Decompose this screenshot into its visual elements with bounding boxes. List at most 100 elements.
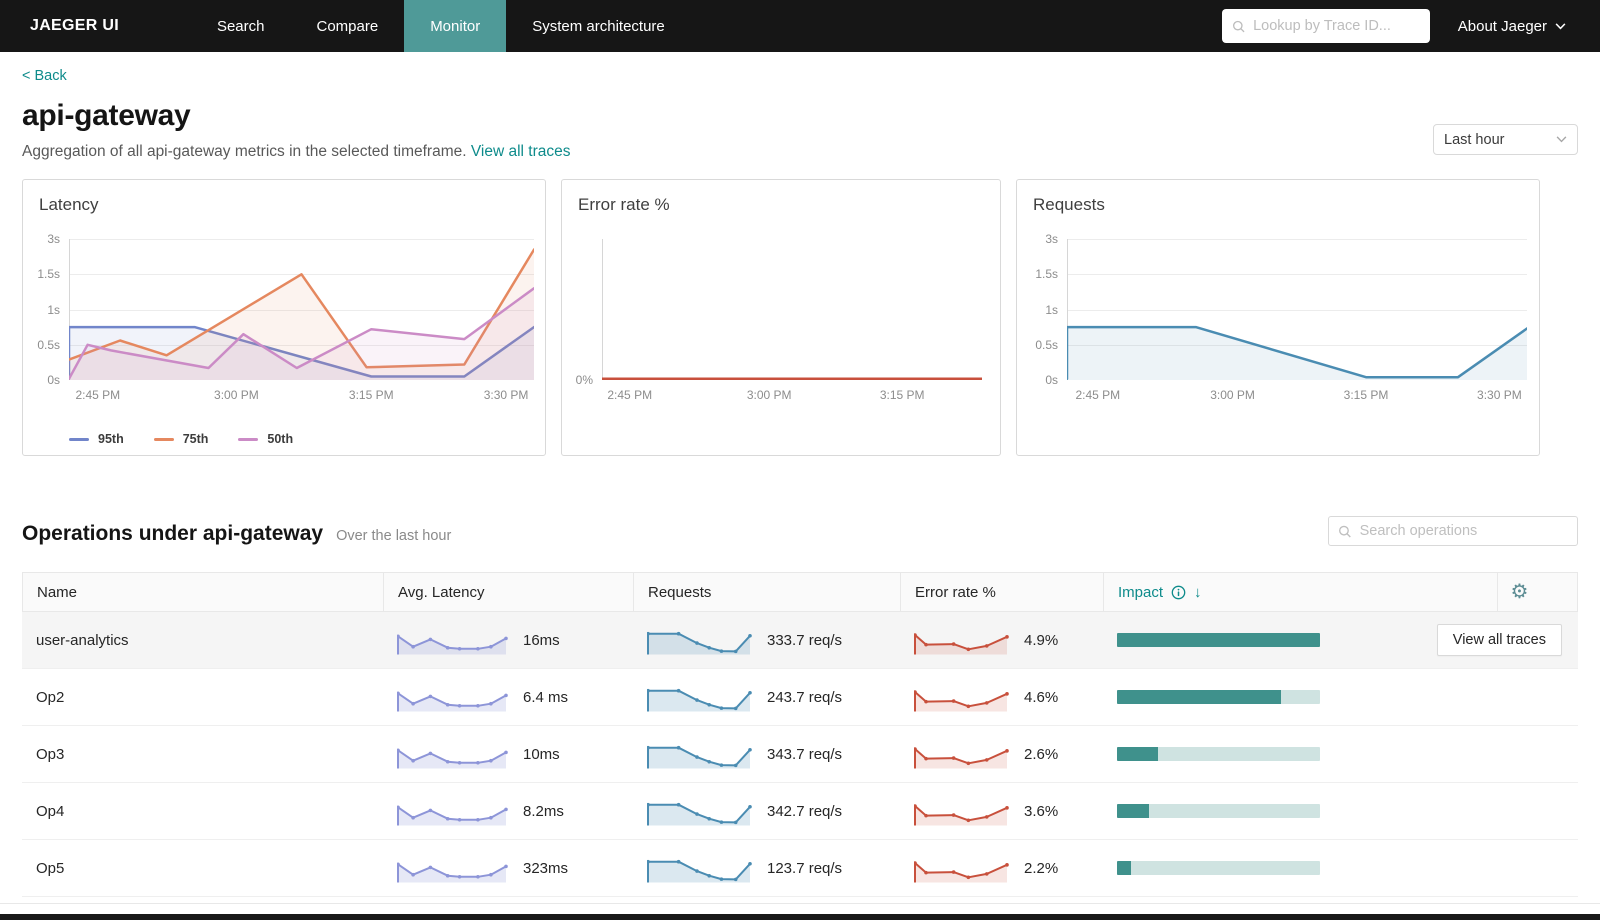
latency-chart-panel: Latency 95th 75th 50th 0s 0.5s 1s 1.5s 3s 2:4…: [22, 179, 546, 456]
x-axis-tick-label: 3:30 PM: [483, 388, 529, 402]
impact-bar-fill: [1117, 690, 1282, 704]
avg-latency-value: 10ms: [523, 745, 560, 763]
nav-item-monitor[interactable]: Monitor: [404, 0, 507, 52]
x-axis-tick-label: 2:45 PM: [607, 388, 653, 402]
sort-descending-arrow-icon[interactable]: ↓: [1194, 583, 1202, 601]
error-rate-cell: 4.9%: [900, 612, 1103, 668]
legend-item-95th[interactable]: 95th: [69, 432, 124, 446]
legend-swatch-75th: [153, 437, 174, 441]
requests-chart-panel: Requests 0s 0.5s 1s 1.5s 3s 2:45 PM 3:00 PM 3:1…: [1016, 179, 1540, 456]
nav-right: About Jaeger: [1221, 0, 1600, 52]
error-rate-sparkline: [914, 795, 1010, 827]
latency-sparkline: [397, 738, 509, 770]
legend-swatch-50th: [238, 437, 259, 441]
legend-item-50th[interactable]: 50th: [238, 432, 293, 446]
requests-cell: 123.7 req/s: [633, 840, 900, 896]
operation-name: Op4: [36, 802, 65, 820]
search-icon: [1339, 525, 1351, 538]
info-circle-icon[interactable]: [1171, 585, 1186, 600]
chevron-down-icon: [1555, 22, 1566, 30]
back-link[interactable]: < Back: [22, 68, 67, 84]
requests-value: 243.7 req/s: [767, 688, 843, 706]
error-rate-cell: 2.2%: [900, 840, 1103, 896]
about-jaeger-menu[interactable]: About Jaeger: [1458, 18, 1566, 35]
operations-table: Name Avg. Latency Requests Error rate % …: [22, 572, 1578, 897]
gear-icon[interactable]: ⚙: [1510, 581, 1529, 603]
avg-latency-value: 8.2ms: [523, 802, 564, 820]
x-axis-tick-label: 3:00 PM: [214, 388, 259, 402]
requests-cell: 243.7 req/s: [633, 669, 900, 725]
table-row[interactable]: Op4 8.2ms 342.7 req/s 3.6%: [22, 783, 1578, 840]
column-header-requests[interactable]: Requests: [634, 573, 901, 611]
view-all-traces-link[interactable]: View all traces: [470, 143, 571, 160]
x-axis-tick-label: 3:15 PM: [348, 388, 394, 402]
requests-value: 333.7 req/s: [767, 631, 843, 649]
requests-sparkline: [647, 624, 753, 656]
operation-name: Op5: [36, 859, 65, 877]
impact-header-label: Impact: [1118, 583, 1164, 601]
column-header-avg-latency[interactable]: Avg. Latency: [384, 573, 634, 611]
table-row[interactable]: Op5 323ms 123.7 req/s 2.2%: [22, 840, 1578, 897]
error-rate-sparkline: [914, 738, 1010, 770]
trace-lookup-input[interactable]: [1253, 18, 1420, 34]
x-axis-tick-label: 3:00 PM: [746, 388, 792, 402]
nav-item-system-architecture[interactable]: System architecture: [532, 17, 665, 35]
error-rate-cell: 4.6%: [900, 669, 1103, 725]
x-axis-tick-label: 3:15 PM: [879, 388, 925, 402]
error-rate-value: 2.2%: [1024, 859, 1059, 877]
operations-subtitle: Over the last hour: [336, 528, 452, 544]
nav-item-search[interactable]: Search: [216, 17, 265, 35]
timeframe-value: Last hour: [1444, 131, 1505, 148]
y-axis-tick-label: 1s: [47, 302, 60, 317]
impact-bar-fill: [1117, 804, 1150, 818]
latency-sparkline: [397, 795, 509, 827]
legend-swatch-95th: [69, 437, 89, 441]
error-rate-cell: 3.6%: [900, 783, 1103, 839]
y-axis-tick-label: 0s: [47, 373, 60, 387]
impact-cell: [1103, 669, 1497, 725]
trace-lookup-box: [1221, 9, 1430, 43]
view-all-traces-button[interactable]: View all traces: [1436, 624, 1562, 656]
column-header-name[interactable]: Name: [23, 573, 384, 611]
requests-cell: 333.7 req/s: [633, 612, 900, 668]
metrics-charts-row: Latency 95th 75th 50th 0s 0.5s 1s 1.5s 3s 2:4…: [22, 179, 1578, 456]
requests-value: 123.7 req/s: [767, 859, 843, 877]
latency-sparkline: [397, 624, 509, 656]
row-settings-cell: [1497, 840, 1540, 896]
requests-chart-title: Requests: [1033, 195, 1105, 214]
page-bottom-divider: [0, 903, 1600, 904]
x-axis-tick-label: 3:00 PM: [1210, 388, 1255, 402]
table-row[interactable]: Op2 6.4 ms 243.7 req/s 4.6%: [22, 669, 1578, 726]
impact-cell: [1103, 783, 1497, 839]
row-settings-cell: [1497, 669, 1540, 725]
x-axis-tick-label: 3:30 PM: [1477, 388, 1522, 402]
page-content: < Back api-gateway Aggregation of all ap…: [0, 52, 1600, 161]
operation-name: user-analytics: [36, 631, 129, 649]
table-row[interactable]: Op3 10ms 343.7 req/s 2.6%: [22, 726, 1578, 783]
page-subtitle: Aggregation of all api-gateway metrics i…: [22, 143, 1578, 161]
timeframe-select[interactable]: Last hour: [1433, 124, 1578, 155]
legend-label-95th: 95th: [98, 432, 124, 446]
impact-bar-track: [1117, 861, 1320, 875]
requests-sparkline: [647, 795, 753, 827]
requests-cell: 343.7 req/s: [633, 726, 900, 782]
y-axis-tick-label: 1.5s: [1035, 267, 1058, 282]
column-header-impact[interactable]: Impact ↓: [1104, 573, 1498, 611]
nav-item-compare[interactable]: Compare: [316, 17, 379, 35]
impact-bar-track: [1117, 690, 1320, 704]
operations-header: Operations under api-gateway Over the la…: [22, 516, 1578, 552]
legend-item-75th[interactable]: 75th: [153, 432, 208, 446]
requests-sparkline: [647, 852, 753, 884]
chevron-down-icon: [1556, 136, 1567, 143]
legend-label-50th: 50th: [267, 432, 294, 446]
table-row[interactable]: user-analytics 16ms 333.7 req/s 4.9% Vie…: [22, 612, 1578, 669]
x-axis-tick-label: 2:45 PM: [75, 388, 121, 402]
x-axis-tick-label: 3:15 PM: [1343, 388, 1389, 402]
operations-search-input[interactable]: [1359, 523, 1568, 539]
jaeger-logo[interactable]: JAEGER UI: [30, 17, 119, 34]
y-axis-tick-label: 1.5s: [37, 267, 60, 282]
avg-latency-value: 6.4 ms: [523, 688, 569, 706]
column-header-error-rate[interactable]: Error rate %: [901, 573, 1104, 611]
latency-sparkline: [397, 681, 509, 713]
subtitle-text: Aggregation of all api-gateway metrics i…: [22, 143, 467, 160]
